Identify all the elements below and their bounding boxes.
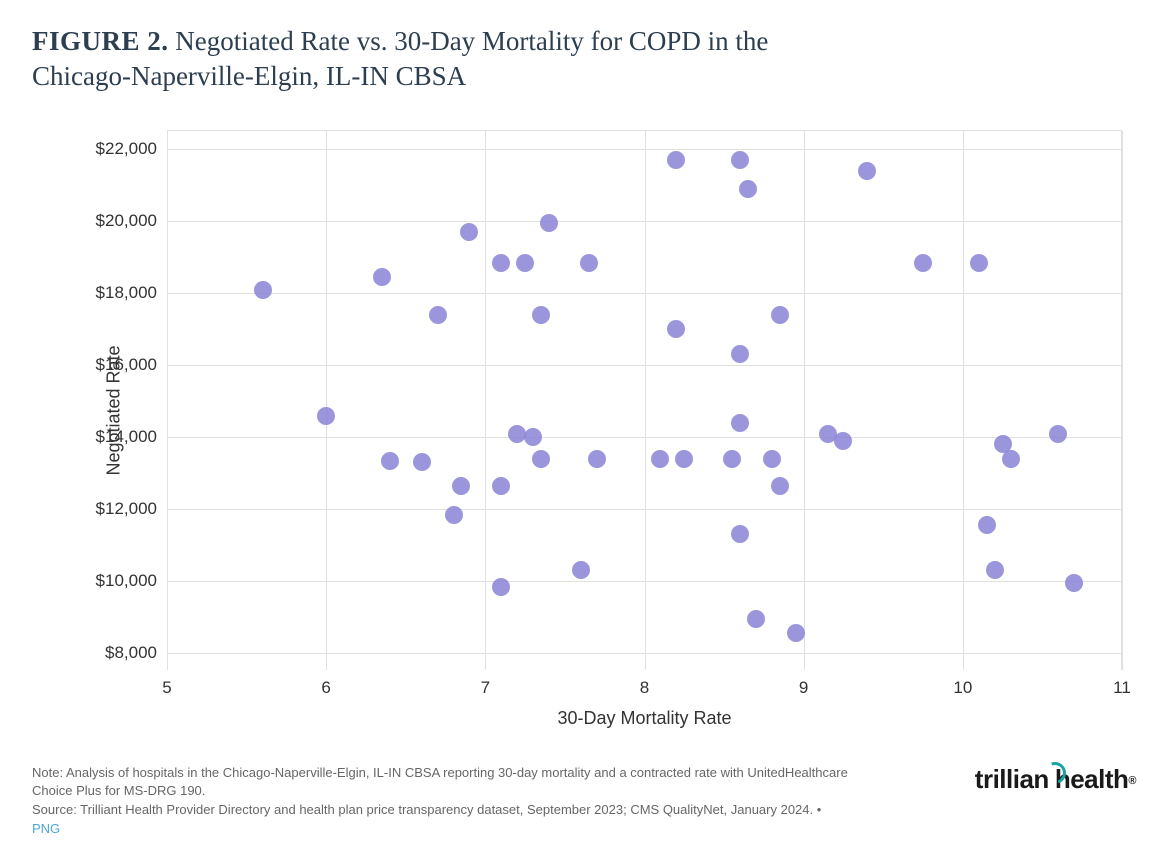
y-tick-label: $10,000 <box>96 571 167 591</box>
data-point <box>858 162 876 180</box>
data-point <box>381 452 399 470</box>
data-point <box>914 254 932 272</box>
y-tick-label: $22,000 <box>96 139 167 159</box>
data-point <box>540 214 558 232</box>
data-point <box>731 414 749 432</box>
data-point <box>978 516 996 534</box>
data-point <box>1065 574 1083 592</box>
figure-title-line2: Chicago-Naperville-Elgin, IL-IN CBSA <box>32 61 466 91</box>
x-tick-label: 6 <box>321 670 330 698</box>
data-point <box>580 254 598 272</box>
y-tick-label: $8,000 <box>105 643 167 663</box>
data-point <box>731 151 749 169</box>
png-link[interactable]: PNG <box>32 821 60 836</box>
data-point <box>413 453 431 471</box>
data-point <box>731 345 749 363</box>
data-point <box>373 268 391 286</box>
data-point <box>675 450 693 468</box>
footnote-source: Source: Trilliant Health Provider Direct… <box>32 802 813 817</box>
footnote-note: Note: Analysis of hospitals in the Chica… <box>32 765 848 799</box>
data-point <box>572 561 590 579</box>
logo-text-left: trillian <box>975 764 1049 795</box>
footnote-sep: • <box>817 802 822 817</box>
data-point <box>508 425 526 443</box>
data-point <box>516 254 534 272</box>
data-point <box>667 151 685 169</box>
gridline-vertical <box>804 131 805 670</box>
logo-text-right: health <box>1055 764 1129 795</box>
data-point <box>588 450 606 468</box>
data-point <box>429 306 447 324</box>
x-tick-label: 11 <box>1113 670 1131 698</box>
data-point <box>452 477 470 495</box>
data-point <box>763 450 781 468</box>
data-point <box>739 180 757 198</box>
data-point <box>317 407 335 425</box>
data-point <box>492 254 510 272</box>
figure-title-line1: Negotiated Rate vs. 30-Day Mortality for… <box>175 26 768 56</box>
data-point <box>445 506 463 524</box>
data-point <box>834 432 852 450</box>
logo-swoosh-icon <box>1047 766 1057 792</box>
data-point <box>254 281 272 299</box>
x-axis-label: 30-Day Mortality Rate <box>557 708 731 729</box>
x-tick-label: 7 <box>481 670 490 698</box>
data-point <box>787 624 805 642</box>
data-point <box>747 610 765 628</box>
data-point <box>1049 425 1067 443</box>
y-axis-label: Negotiated Rate <box>104 346 125 476</box>
figure-label: FIGURE 2. <box>32 26 169 56</box>
data-point <box>651 450 669 468</box>
data-point <box>1002 450 1020 468</box>
gridline-vertical <box>645 131 646 670</box>
data-point <box>986 561 1004 579</box>
data-point <box>460 223 478 241</box>
data-point <box>532 306 550 324</box>
x-tick-label: 5 <box>162 670 171 698</box>
y-tick-label: $12,000 <box>96 499 167 519</box>
data-point <box>970 254 988 272</box>
data-point <box>667 320 685 338</box>
plot-area: $8,000$10,000$12,000$14,000$16,000$18,00… <box>167 130 1122 670</box>
data-point <box>723 450 741 468</box>
scatter-chart: $8,000$10,000$12,000$14,000$16,000$18,00… <box>32 110 1132 750</box>
gridline-vertical <box>963 131 964 670</box>
data-point <box>771 477 789 495</box>
footnote: Note: Analysis of hospitals in the Chica… <box>32 764 852 839</box>
figure-footer: Note: Analysis of hospitals in the Chica… <box>32 764 1136 839</box>
x-tick-label: 8 <box>640 670 649 698</box>
gridline-vertical <box>326 131 327 670</box>
x-tick-label: 10 <box>953 670 972 698</box>
data-point <box>532 450 550 468</box>
y-tick-label: $18,000 <box>96 283 167 303</box>
data-point <box>731 525 749 543</box>
trilliant-health-logo: trillian health ® <box>975 764 1136 795</box>
y-tick-label: $20,000 <box>96 211 167 231</box>
gridline-vertical <box>167 131 168 670</box>
figure-title: FIGURE 2. Negotiated Rate vs. 30-Day Mor… <box>32 24 1136 94</box>
x-tick-label: 9 <box>799 670 808 698</box>
gridline-vertical <box>1122 131 1123 670</box>
data-point <box>524 428 542 446</box>
data-point <box>771 306 789 324</box>
data-point <box>492 578 510 596</box>
gridline-vertical <box>485 131 486 670</box>
data-point <box>492 477 510 495</box>
logo-registered: ® <box>1128 775 1136 787</box>
